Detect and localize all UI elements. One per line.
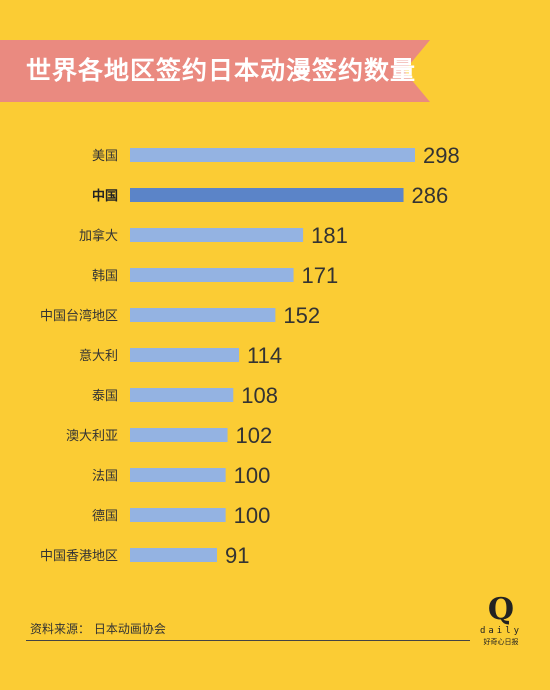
category-label: 美国	[92, 149, 118, 164]
category-label: 泰国	[92, 389, 118, 404]
logo-tagline: 好奇心日报	[483, 638, 519, 646]
source-note: 资料来源： 日本动画协会	[30, 622, 166, 636]
category-label: 韩国	[92, 269, 118, 284]
bar	[130, 348, 240, 362]
category-label: 德国	[92, 509, 118, 524]
bar	[130, 268, 294, 282]
category-label: 中国台湾地区	[40, 308, 118, 324]
value-label: 102	[236, 423, 273, 448]
value-label: 298	[423, 143, 460, 168]
value-label: 152	[283, 303, 320, 328]
value-label: 114	[247, 343, 282, 368]
category-label: 加拿大	[79, 228, 118, 244]
category-label: 中国香港地区	[40, 549, 118, 564]
bar	[130, 308, 276, 322]
bar	[130, 468, 226, 482]
value-label: 100	[234, 463, 271, 488]
category-label: 中国	[92, 188, 118, 204]
category-label: 法国	[92, 469, 118, 484]
value-label: 100	[234, 503, 271, 528]
value-label: 108	[241, 383, 278, 408]
bar	[130, 188, 404, 202]
category-label: 澳大利亚	[66, 428, 118, 444]
title-banner	[0, 40, 430, 102]
logo-mark: Q	[487, 592, 515, 627]
bar	[130, 228, 304, 242]
value-label: 91	[225, 543, 249, 568]
bar	[130, 388, 234, 402]
value-label: 171	[302, 263, 339, 288]
value-label: 286	[412, 183, 449, 208]
bar	[130, 508, 226, 522]
bar-chart: 美国 298 中国 286 加拿大 181 韩国 171 中国台湾地区 152 意大利 114 泰国 10…	[40, 143, 460, 568]
category-label: 意大利	[79, 348, 118, 364]
bar	[130, 548, 218, 562]
logo-wordmark: daily	[479, 626, 523, 636]
bar	[130, 148, 415, 162]
bar	[130, 428, 228, 442]
qdaily-logo: Q daily 好奇心日报	[476, 594, 526, 647]
chart-title: 世界各地区签约日本动漫签约数量	[26, 56, 417, 85]
footer-divider	[26, 640, 470, 641]
value-label: 181	[311, 223, 348, 248]
